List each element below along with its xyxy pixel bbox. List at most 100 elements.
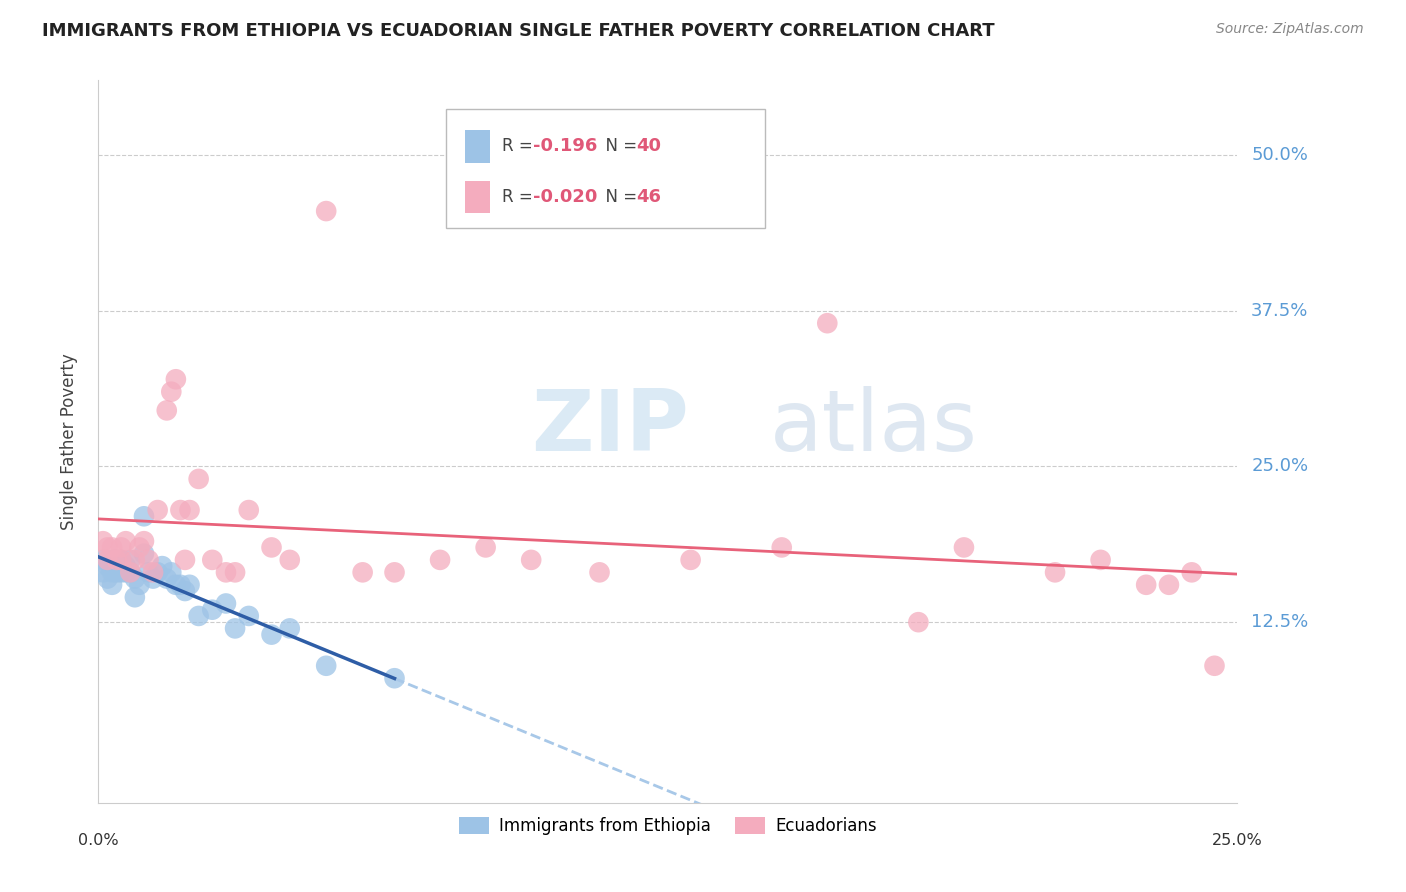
Point <box>315 204 337 219</box>
Point <box>1135 578 1157 592</box>
Point <box>384 566 406 580</box>
Point <box>128 578 150 592</box>
Point <box>953 541 976 555</box>
Point <box>138 566 160 580</box>
Point <box>91 566 114 580</box>
Point <box>110 553 132 567</box>
Point <box>124 553 146 567</box>
Text: 25.0%: 25.0% <box>1251 458 1309 475</box>
Point <box>150 559 173 574</box>
Point <box>96 553 118 567</box>
Y-axis label: Single Father Poverty: Single Father Poverty <box>59 353 77 530</box>
Point <box>96 541 118 555</box>
Point <box>315 658 337 673</box>
Point <box>101 566 124 580</box>
Point <box>146 566 169 580</box>
Point <box>138 553 160 567</box>
Point <box>384 671 406 685</box>
Point <box>588 566 610 580</box>
Point <box>1043 566 1066 580</box>
FancyBboxPatch shape <box>446 109 765 228</box>
Text: -0.020: -0.020 <box>533 188 598 206</box>
Point <box>201 553 224 567</box>
Point <box>770 541 793 555</box>
Legend: Immigrants from Ethiopia, Ecuadorians: Immigrants from Ethiopia, Ecuadorians <box>451 810 884 841</box>
Point <box>1157 578 1180 592</box>
Point <box>105 553 128 567</box>
Point <box>114 534 136 549</box>
Text: 12.5%: 12.5% <box>1251 613 1309 632</box>
Point <box>101 578 124 592</box>
Point <box>1090 553 1112 567</box>
Point <box>679 553 702 567</box>
Point <box>96 572 118 586</box>
Text: N =: N = <box>595 137 643 155</box>
Text: 46: 46 <box>636 188 661 206</box>
Point <box>169 578 191 592</box>
Point <box>429 553 451 567</box>
Point <box>215 597 238 611</box>
Point <box>278 621 301 635</box>
Point <box>169 503 191 517</box>
Point <box>124 591 146 605</box>
Point <box>91 534 114 549</box>
Point <box>352 566 374 580</box>
Point <box>224 621 246 635</box>
Point <box>91 553 114 567</box>
Text: 50.0%: 50.0% <box>1251 146 1308 164</box>
Point <box>110 559 132 574</box>
Point <box>156 572 179 586</box>
Point <box>179 503 201 517</box>
Point <box>260 627 283 641</box>
Point <box>124 572 146 586</box>
Point <box>179 578 201 592</box>
Point <box>224 566 246 580</box>
Text: 37.5%: 37.5% <box>1251 301 1309 319</box>
Text: N =: N = <box>595 188 643 206</box>
Point <box>142 572 165 586</box>
Point <box>128 541 150 555</box>
Point <box>101 541 124 555</box>
Point <box>520 553 543 567</box>
Point <box>132 534 155 549</box>
Point <box>238 503 260 517</box>
FancyBboxPatch shape <box>465 180 491 213</box>
Point <box>132 509 155 524</box>
Point <box>165 578 187 592</box>
Point <box>238 609 260 624</box>
FancyBboxPatch shape <box>465 130 491 162</box>
Point <box>142 566 165 580</box>
Point <box>120 553 142 567</box>
Point <box>146 503 169 517</box>
Point <box>165 372 187 386</box>
Point <box>110 553 132 567</box>
Text: 0.0%: 0.0% <box>79 833 118 848</box>
Text: -0.196: -0.196 <box>533 137 598 155</box>
Text: ZIP: ZIP <box>531 385 689 468</box>
Point <box>101 553 124 567</box>
Point <box>907 615 929 630</box>
Point <box>201 603 224 617</box>
Point <box>156 403 179 417</box>
Point <box>1181 566 1204 580</box>
Point <box>474 541 496 555</box>
Point <box>174 553 197 567</box>
Point <box>278 553 301 567</box>
Text: IMMIGRANTS FROM ETHIOPIA VS ECUADORIAN SINGLE FATHER POVERTY CORRELATION CHART: IMMIGRANTS FROM ETHIOPIA VS ECUADORIAN S… <box>42 22 995 40</box>
Point <box>1204 658 1226 673</box>
Text: 25.0%: 25.0% <box>1212 833 1263 848</box>
Point <box>110 566 132 580</box>
Point <box>215 566 238 580</box>
Point <box>260 541 283 555</box>
Point <box>815 316 838 330</box>
Text: 40: 40 <box>636 137 661 155</box>
Point <box>132 547 155 561</box>
Point <box>110 541 132 555</box>
Point <box>105 553 128 567</box>
Point <box>96 559 118 574</box>
Text: R =: R = <box>502 137 537 155</box>
Point <box>114 559 136 574</box>
Text: Source: ZipAtlas.com: Source: ZipAtlas.com <box>1216 22 1364 37</box>
Point <box>120 566 142 580</box>
Point <box>187 472 209 486</box>
